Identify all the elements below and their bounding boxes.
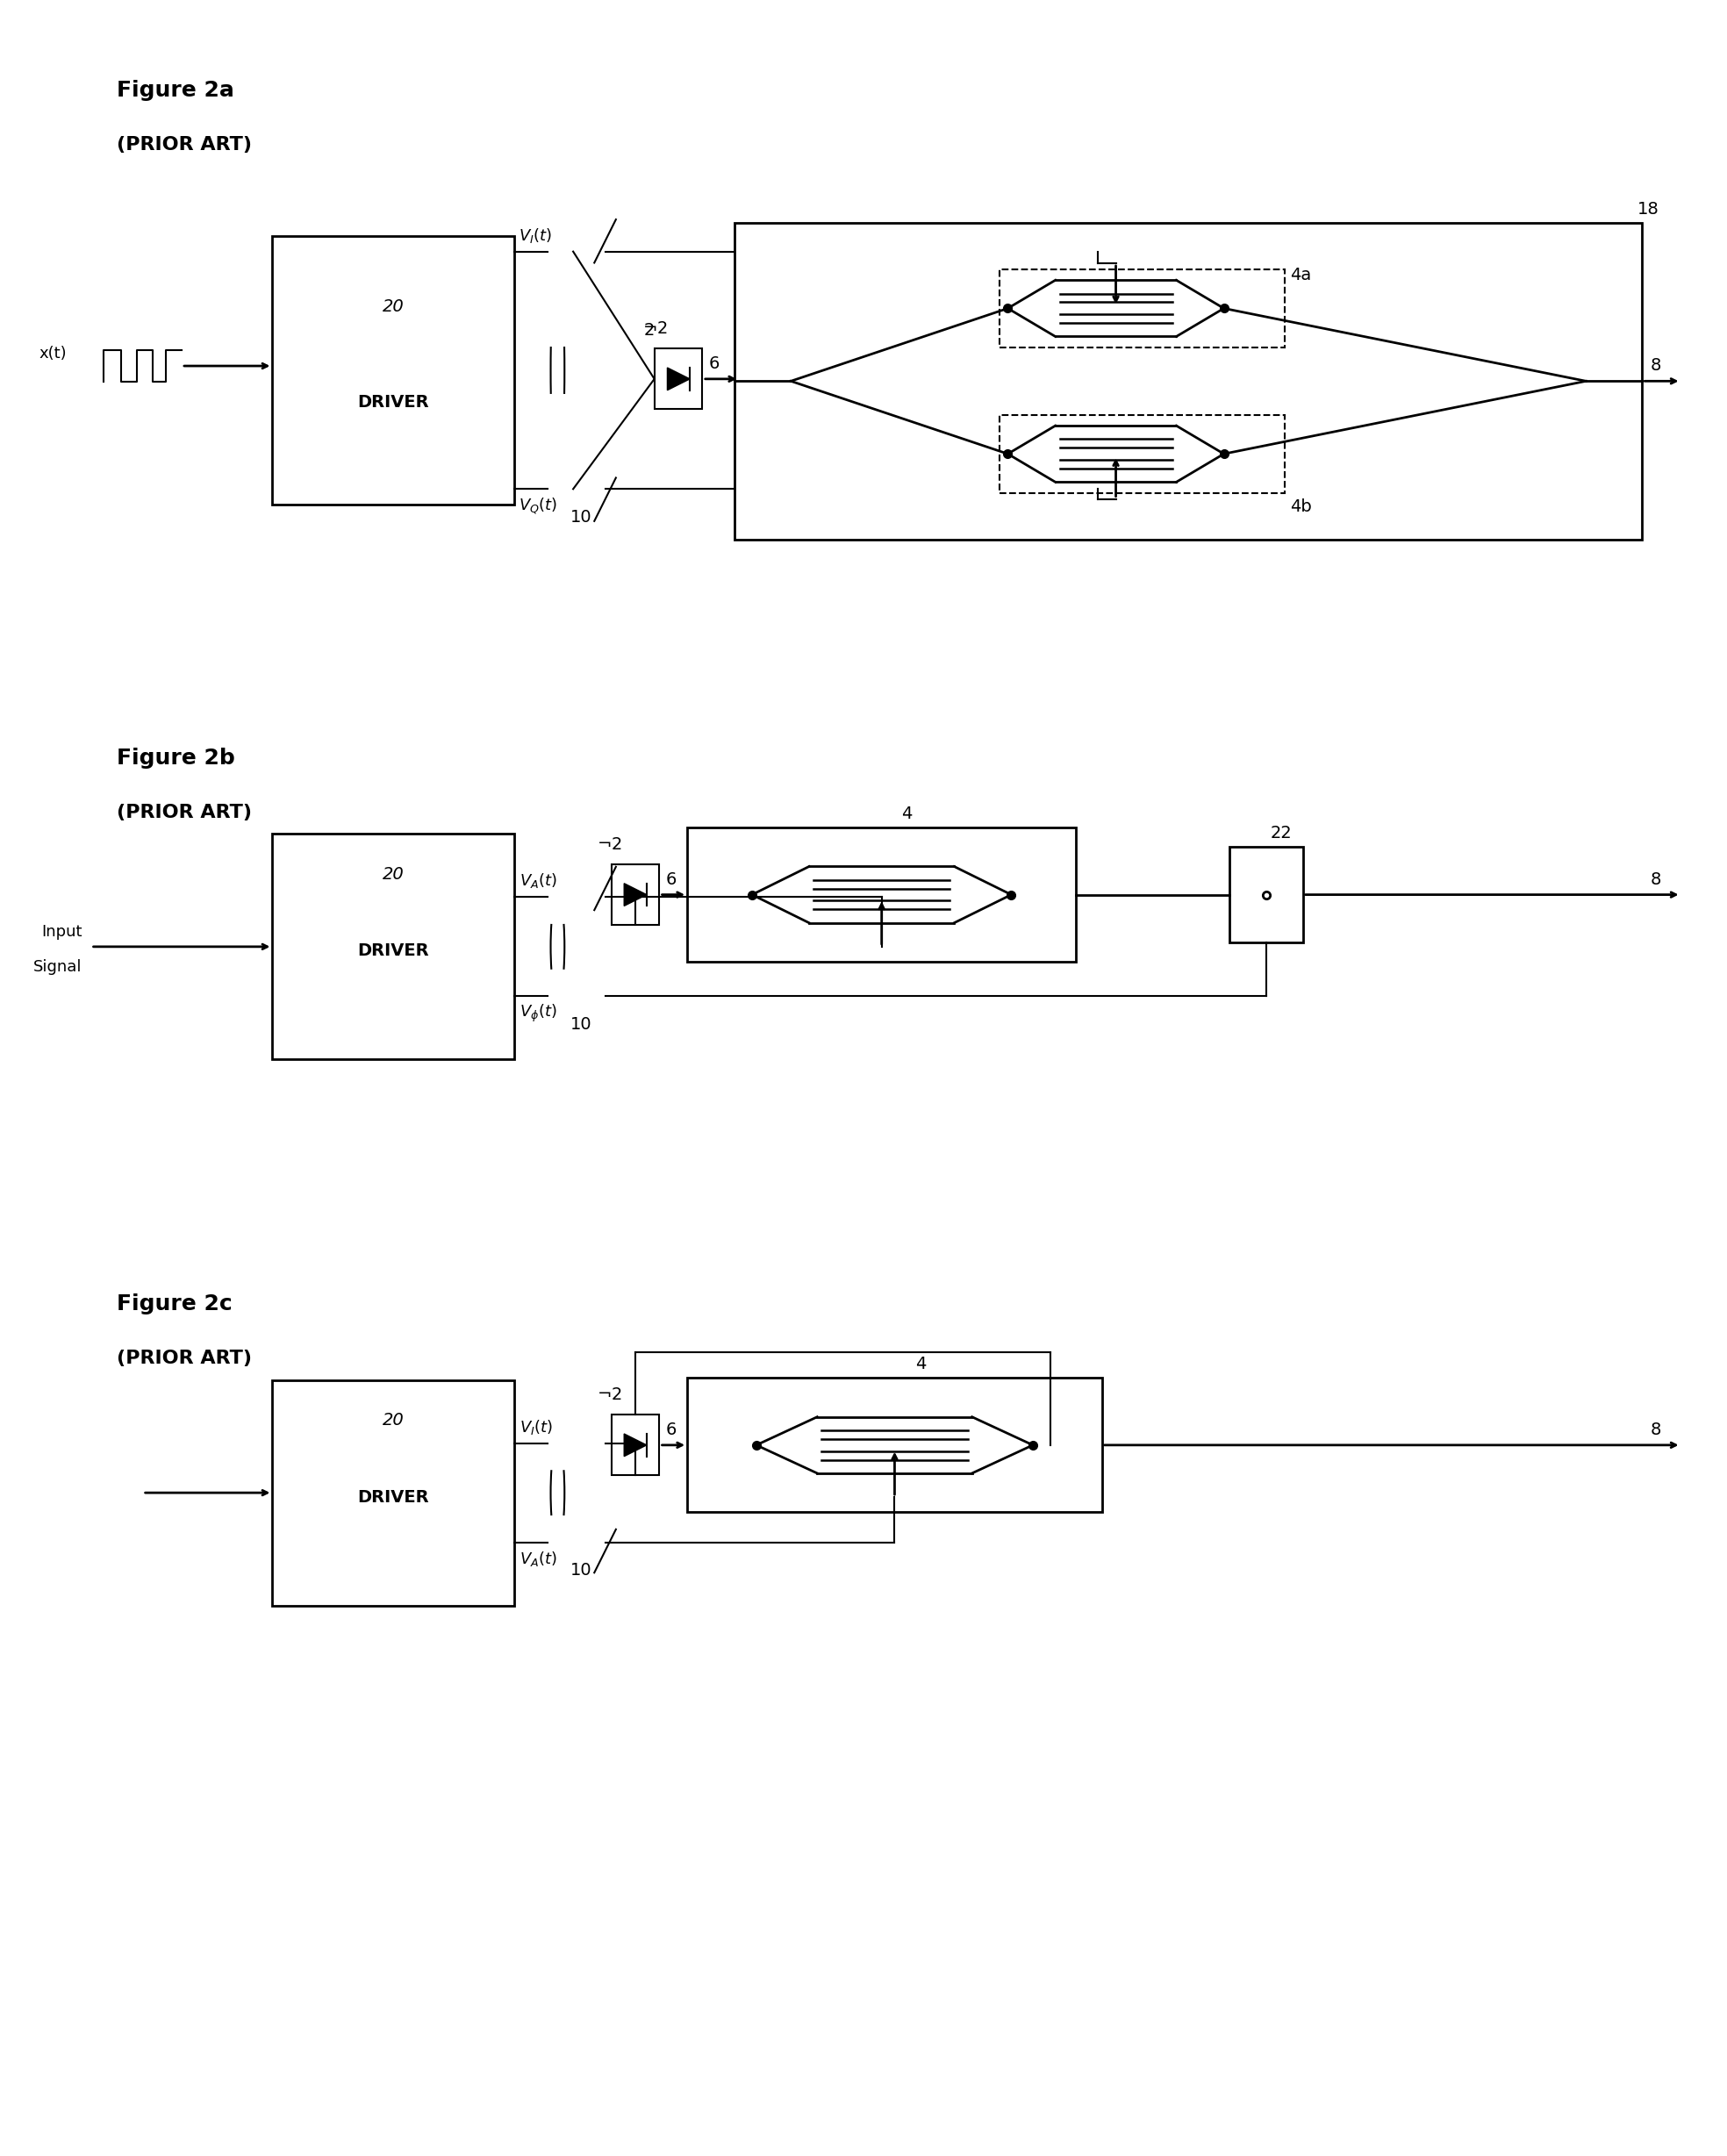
Text: DRIVER: DRIVER (357, 395, 430, 412)
Text: $V_A(t)$: $V_A(t)$ (520, 1550, 558, 1567)
Text: 8: 8 (1651, 358, 1661, 375)
Text: 4a: 4a (1290, 267, 1313, 282)
Bar (687, 828, 1076, 962)
Bar (1230, 847, 1302, 942)
Bar (655, 349, 703, 410)
Polygon shape (623, 1434, 646, 1455)
Text: 4b: 4b (1290, 498, 1313, 515)
Text: Figure 2b: Figure 2b (117, 748, 235, 768)
Polygon shape (667, 369, 689, 390)
Text: 2: 2 (644, 323, 655, 338)
Bar (734, 222, 1642, 539)
Text: Input: Input (41, 925, 83, 940)
Text: Figure 2c: Figure 2c (117, 1294, 233, 1315)
Text: $\neg$2: $\neg$2 (642, 321, 667, 336)
Text: (PRIOR ART): (PRIOR ART) (117, 136, 252, 153)
Text: DRIVER: DRIVER (357, 1490, 430, 1505)
Text: 4: 4 (901, 806, 912, 821)
Text: $V_\phi(t)$: $V_\phi(t)$ (520, 1003, 558, 1024)
Text: Signal: Signal (33, 959, 83, 975)
Text: 20: 20 (383, 867, 404, 882)
Text: x(t): x(t) (40, 345, 67, 362)
Text: $V_Q(t)$: $V_Q(t)$ (518, 496, 558, 515)
Text: 8: 8 (1651, 871, 1661, 888)
Text: 10: 10 (570, 1563, 592, 1578)
Bar (273, 1380, 515, 1606)
Text: 10: 10 (570, 509, 592, 526)
Text: DRIVER: DRIVER (357, 942, 430, 959)
Text: 6: 6 (708, 356, 720, 373)
Text: $V_I(t)$: $V_I(t)$ (520, 1419, 553, 1436)
Text: $\neg$2: $\neg$2 (596, 1386, 622, 1404)
Bar (611, 865, 660, 925)
Text: (PRIOR ART): (PRIOR ART) (117, 804, 252, 821)
Text: 4: 4 (915, 1356, 926, 1373)
Text: 22: 22 (1271, 826, 1292, 841)
Text: 6: 6 (665, 871, 677, 888)
Bar (273, 834, 515, 1059)
Text: 20: 20 (383, 1412, 404, 1429)
Text: $\neg$2: $\neg$2 (596, 837, 622, 854)
Text: 10: 10 (570, 1015, 592, 1033)
Text: Figure 2a: Figure 2a (117, 80, 235, 101)
Text: 8: 8 (1651, 1421, 1661, 1438)
Polygon shape (623, 884, 646, 906)
Bar (1000, 270, 1285, 347)
Text: 20: 20 (383, 298, 404, 315)
Bar (1000, 414, 1285, 494)
Text: 6: 6 (665, 1421, 677, 1438)
Text: (PRIOR ART): (PRIOR ART) (117, 1350, 252, 1367)
Bar (687, 1378, 1102, 1511)
Bar (611, 1414, 660, 1475)
Text: $V_I(t)$: $V_I(t)$ (518, 226, 553, 244)
Text: 18: 18 (1637, 201, 1660, 218)
Text: $V_A(t)$: $V_A(t)$ (520, 871, 558, 890)
Bar (273, 235, 515, 505)
